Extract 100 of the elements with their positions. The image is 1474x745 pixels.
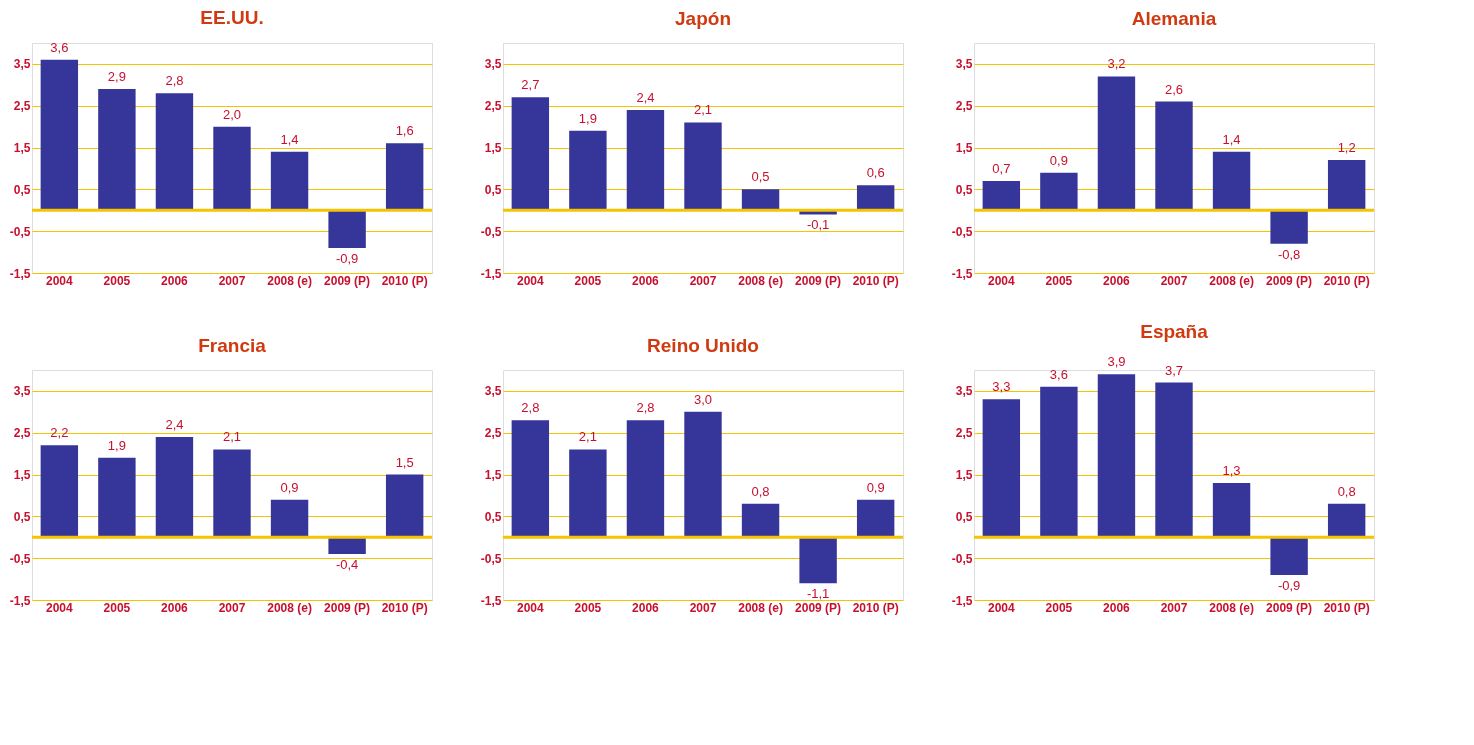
data-label: 1,3 <box>1222 462 1241 478</box>
bar <box>741 503 780 538</box>
y-tick-label: -0,5 <box>9 551 31 566</box>
data-label: 1,6 <box>395 123 414 139</box>
x-tick-label: 2010 (P) <box>381 273 428 288</box>
data-label: 0,8 <box>751 483 770 499</box>
data-label: 0,5 <box>751 169 770 185</box>
y-tick-label: 3,5 <box>484 384 502 399</box>
data-label: 1,4 <box>1222 131 1241 147</box>
y-tick-label: 1,5 <box>955 141 973 156</box>
data-label: 2,4 <box>636 89 655 105</box>
data-label: 3,3 <box>992 379 1011 395</box>
x-tick-label: 2005 <box>574 600 602 615</box>
bar <box>626 420 665 538</box>
x-tick-label: 2009 (P) <box>795 273 842 288</box>
y-tick-label: 3,5 <box>13 57 31 72</box>
y-tick-label: 3,5 <box>484 57 502 72</box>
y-tick-label: 2,5 <box>955 99 973 114</box>
y-tick-label: 0,5 <box>484 182 502 197</box>
bar <box>1212 151 1251 211</box>
x-tick-label: 2009 (P) <box>795 600 842 615</box>
bar <box>1040 172 1078 211</box>
bar <box>856 185 895 211</box>
data-label: 2,9 <box>107 69 126 84</box>
y-tick-label: 3,5 <box>955 57 973 72</box>
x-tick-label: 2009 (P) <box>324 273 371 288</box>
x-tick-label: 2004 <box>987 273 1016 288</box>
bar <box>328 210 366 248</box>
bar <box>1040 386 1078 538</box>
y-tick-label: 3,5 <box>955 384 973 399</box>
bar <box>213 449 251 538</box>
x-tick-label: 2007 <box>689 273 717 288</box>
chart-title: Alemania <box>1131 8 1217 29</box>
data-label: -0,9 <box>1277 577 1301 593</box>
x-tick-label: 2005 <box>103 273 131 288</box>
x-tick-label: 2006 <box>161 600 189 615</box>
y-tick-label: -1,5 <box>951 266 973 281</box>
bar <box>98 89 136 211</box>
data-label: 3,6 <box>50 39 69 55</box>
data-label: 3,7 <box>1164 362 1184 378</box>
y-tick-label: 1,5 <box>484 141 502 156</box>
y-tick-label: -0,5 <box>9 224 31 239</box>
x-tick-label: 2004 <box>987 600 1016 615</box>
y-tick-label: 0,5 <box>13 182 31 197</box>
x-tick-label: 2009 (P) <box>324 600 371 615</box>
x-tick-label: 2007 <box>218 600 246 615</box>
x-tick-label: 2008 (e) <box>1209 273 1254 288</box>
data-label: 0,7 <box>992 161 1011 176</box>
bar <box>98 457 136 538</box>
x-tick-label: 2010 (P) <box>1323 273 1370 288</box>
bar <box>1155 101 1193 211</box>
data-label: 2,8 <box>521 400 540 416</box>
bar <box>1212 482 1251 538</box>
bar <box>569 449 607 538</box>
data-label: 1,9 <box>578 110 597 126</box>
chart-title: Reino Unido <box>647 335 759 356</box>
bar <box>385 474 424 538</box>
data-label: -1,1 <box>806 586 830 602</box>
y-tick-label: -0,5 <box>951 551 973 566</box>
y-tick-label: 0,5 <box>484 509 502 524</box>
y-tick-label: 2,5 <box>484 426 502 441</box>
bar <box>1097 76 1136 211</box>
data-label: 2,6 <box>1164 81 1184 97</box>
bar <box>684 122 722 211</box>
bar <box>1270 537 1308 575</box>
y-tick-label: 2,5 <box>13 426 31 441</box>
x-tick-label: 2006 <box>632 273 660 288</box>
y-tick-label: 1,5 <box>484 468 502 483</box>
x-tick-label: 2008 (e) <box>738 600 783 615</box>
y-tick-label: 2,5 <box>955 426 973 441</box>
x-tick-label: 2008 (e) <box>738 273 783 288</box>
x-tick-label: 2004 <box>45 600 74 615</box>
chart-title: España <box>1140 321 1209 343</box>
x-tick-label: 2006 <box>632 600 660 615</box>
y-tick-label: -0,5 <box>480 224 502 239</box>
data-label: -0,4 <box>335 557 359 572</box>
bar <box>1270 210 1308 244</box>
x-tick-label: 2010 (P) <box>1323 600 1370 615</box>
bar <box>982 181 1021 211</box>
x-tick-label: 2005 <box>1045 600 1073 615</box>
bar <box>40 59 79 211</box>
x-tick-label: 2004 <box>45 273 74 288</box>
x-tick-label: 2005 <box>1045 273 1073 288</box>
data-label: 2,1 <box>693 102 713 118</box>
y-tick-label: -1,5 <box>9 593 31 608</box>
x-tick-label: 2008 (e) <box>267 273 312 288</box>
data-label: 3,9 <box>1107 354 1126 370</box>
y-tick-label: 2,5 <box>13 99 31 114</box>
data-label: 2,1 <box>222 429 242 445</box>
data-label: 0,9 <box>1049 152 1068 168</box>
data-label: 1,4 <box>280 131 299 147</box>
bar <box>856 499 895 538</box>
data-label: 1,9 <box>107 437 126 453</box>
bar <box>213 126 251 211</box>
data-label: -0,1 <box>806 217 830 233</box>
x-tick-label: 2007 <box>689 600 717 615</box>
bar <box>982 399 1021 538</box>
x-tick-label: 2006 <box>1103 600 1131 615</box>
data-label: 2,8 <box>165 73 184 89</box>
y-tick-label: 2,5 <box>484 99 502 114</box>
